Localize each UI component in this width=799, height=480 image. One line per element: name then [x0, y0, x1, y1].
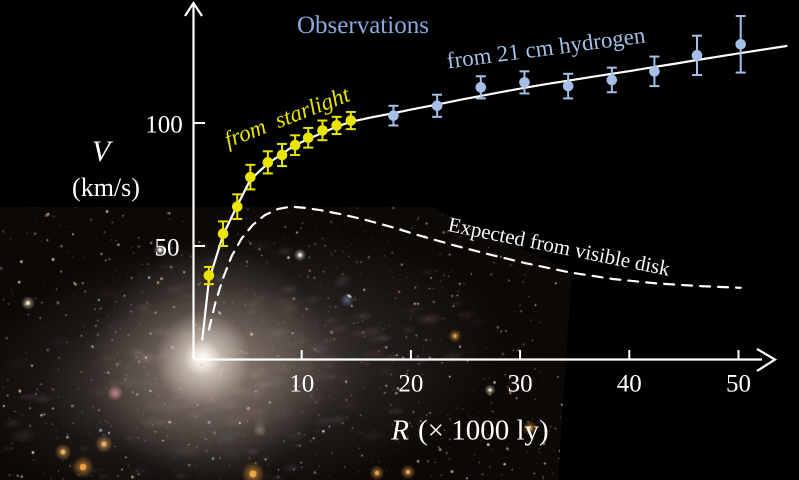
- starlight-series-point: [262, 157, 274, 168]
- hydrogen-series-point: [431, 100, 443, 112]
- starlight-series-point: [203, 270, 215, 281]
- y-axis-arrow-icon: [184, 0, 203, 17]
- starlight-series-point: [345, 115, 357, 126]
- x-axis-units: (× 1000 ly): [417, 414, 549, 447]
- hydrogen-series-point: [475, 82, 487, 93]
- starlight-series-point: [276, 149, 288, 161]
- y-axis-units: (km/s): [72, 173, 140, 202]
- starlight-series-point: [231, 201, 243, 212]
- expected-curve: [207, 205, 742, 331]
- starlight-series-point: [245, 171, 256, 183]
- hydrogen-series-point: [388, 110, 399, 121]
- fit-curve: [201, 44, 788, 341]
- starlight-series-point: [289, 139, 301, 151]
- x-axis-label: R (× 1000 ly): [391, 414, 549, 447]
- x-tick-label-30: 30: [507, 370, 533, 398]
- hydrogen-series-point: [562, 80, 574, 92]
- starlight-series-point: [317, 125, 328, 136]
- hydrogen-series-point: [735, 38, 746, 50]
- y-axis-symbol: V: [91, 135, 111, 168]
- hydrogen-series-point: [606, 74, 618, 86]
- x-tick-label-20: 20: [398, 370, 424, 398]
- starlight-series-point: [302, 132, 314, 144]
- observations-label: Observations: [297, 12, 429, 39]
- hydrogen-series-point: [519, 77, 530, 88]
- x-tick-label-50: 50: [726, 370, 751, 398]
- x-tick-label-40: 40: [616, 370, 642, 398]
- starlight-series-point: [217, 228, 229, 239]
- x-axis-arrow-icon: [756, 348, 778, 372]
- y-tick-label-100: 100: [145, 111, 183, 139]
- x-tick-label-10: 10: [289, 370, 315, 398]
- starlight-series-point: [331, 120, 342, 131]
- hydrogen-series-point: [649, 66, 660, 77]
- hydrogen-series-point: [691, 50, 703, 61]
- x-axis-symbol: R: [391, 414, 409, 447]
- y-tick-label-50: 50: [154, 234, 180, 262]
